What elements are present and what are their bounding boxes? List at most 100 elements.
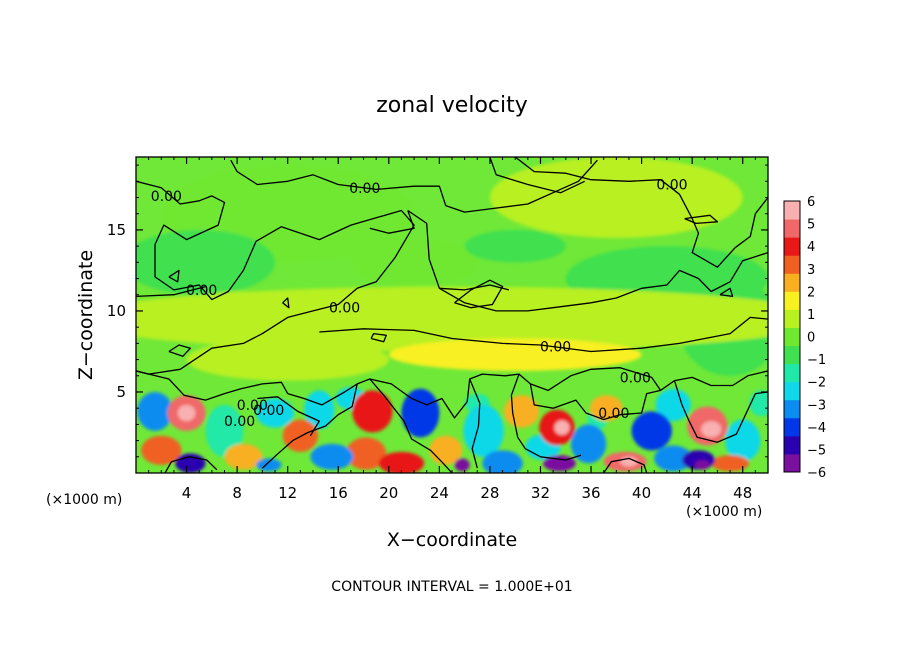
contour-line	[489, 157, 585, 194]
contour-line	[673, 380, 768, 443]
colorbar-tick-label: 5	[807, 218, 815, 233]
y-tick-label: 15	[107, 221, 126, 239]
velocity-blob	[350, 238, 478, 287]
x-tick-label: 16	[329, 484, 348, 502]
velocity-blob	[489, 157, 743, 239]
velocity-blob	[345, 437, 387, 470]
x-tick-label: 12	[278, 484, 297, 502]
contour-line	[369, 210, 415, 234]
contour-label: 0.00	[349, 181, 380, 197]
contour-line	[439, 284, 510, 291]
contour-label: 0.00	[540, 340, 571, 356]
velocity-blob	[378, 451, 425, 473]
colorbar-tick-label: −6	[807, 466, 826, 481]
contour-line	[230, 159, 598, 213]
contour-label: 0.00	[656, 178, 687, 194]
colorbar-segment	[784, 435, 800, 455]
velocity-blob	[701, 421, 722, 438]
x-axis-label: X−coordinate	[387, 529, 517, 551]
velocity-blob	[205, 404, 244, 457]
velocity-blob	[570, 424, 607, 464]
colorbar-tick-label: 4	[807, 240, 815, 255]
velocity-blob	[401, 388, 440, 438]
velocity-blob	[388, 338, 642, 371]
velocity-blob	[224, 443, 263, 470]
contour-line	[407, 209, 768, 312]
velocity-blob	[310, 443, 354, 470]
velocity-blob	[137, 391, 173, 431]
contour-labels: 0.000.00 0.000.000.000.000.000.000.000.00…	[151, 178, 688, 431]
colorbar-tick-label: 3	[807, 263, 815, 278]
velocity-blob	[503, 395, 540, 428]
contour-line	[370, 332, 387, 343]
velocity-blob	[631, 411, 672, 451]
velocity-blob	[186, 291, 288, 331]
velocity-blob	[482, 450, 523, 473]
colorbar-segment	[784, 345, 800, 365]
velocity-blob	[177, 404, 196, 422]
contour-line	[454, 279, 504, 309]
x-tick-label: 20	[379, 484, 398, 502]
velocity-blob	[554, 420, 570, 435]
contour-line	[510, 373, 582, 461]
colorbar-segment	[784, 201, 800, 220]
velocity-blob	[304, 390, 335, 430]
x-tick-label: 48	[733, 484, 752, 502]
colorbar-segment	[784, 219, 800, 238]
x-tick-label: 8	[232, 484, 242, 502]
contour-label: 0.00	[224, 414, 255, 430]
y-tick-label: 10	[107, 302, 126, 320]
colorbar-tick-label: −2	[807, 376, 826, 391]
contour-label: 0.00	[151, 189, 182, 205]
colorbar-frame	[783, 200, 801, 473]
x-axis-unit-left: (×1000 m)	[46, 492, 122, 508]
contour-line	[514, 157, 768, 268]
velocity-blob	[352, 390, 393, 433]
contour-line	[261, 383, 358, 469]
x-tick-label: 4	[182, 484, 192, 502]
colorbar-segment	[784, 453, 800, 473]
colorbar-tick-label: −1	[807, 353, 826, 368]
x-tick-label: 32	[531, 484, 550, 502]
velocity-blob	[694, 460, 710, 470]
contour-label: 0.00	[329, 301, 360, 317]
colorbar-tick-label: −4	[807, 421, 826, 436]
colorbar-segment	[784, 291, 800, 310]
colorbar-tick-label: −3	[807, 398, 826, 413]
y-axis-label: Z−coordinate	[75, 250, 97, 380]
y-tick-label: 5	[116, 383, 126, 401]
contour-label: 0.00	[186, 283, 217, 299]
contour-line	[369, 378, 453, 473]
colorbar-segment	[784, 327, 800, 347]
colorbar-tick-label: 1	[807, 308, 815, 323]
velocity-blob	[256, 458, 282, 472]
velocity-blob	[589, 395, 623, 422]
x-axis-unit-right: (×1000 m)	[686, 504, 762, 520]
contour-label: 0.00	[237, 398, 268, 414]
velocity-blob	[655, 388, 691, 422]
velocity-blob	[725, 419, 761, 462]
contour-line	[164, 456, 218, 473]
contour-line	[168, 269, 180, 283]
x-tick-label: 24	[430, 484, 449, 502]
colorbar-segment	[784, 399, 800, 419]
contour-interval-note: CONTOUR INTERVAL = 1.000E+01	[331, 579, 572, 595]
x-tick-label: 36	[581, 484, 600, 502]
colorbar-segment	[784, 417, 800, 437]
colorbar	[783, 200, 801, 473]
velocity-blob	[141, 435, 182, 465]
contour-line	[257, 396, 320, 437]
contour-line	[136, 285, 206, 298]
contour-line	[529, 383, 661, 421]
contour-line	[282, 297, 290, 309]
contour-label: 0.00	[620, 370, 651, 386]
contour-line	[168, 344, 192, 357]
contour-label: 0.00	[253, 403, 284, 419]
plot-area	[136, 157, 768, 473]
chart-title: zonal velocity	[376, 93, 528, 118]
x-tick-label: 28	[480, 484, 499, 502]
contour-line	[603, 457, 648, 473]
colorbar-segment	[784, 309, 800, 328]
velocity-blob	[654, 445, 693, 472]
